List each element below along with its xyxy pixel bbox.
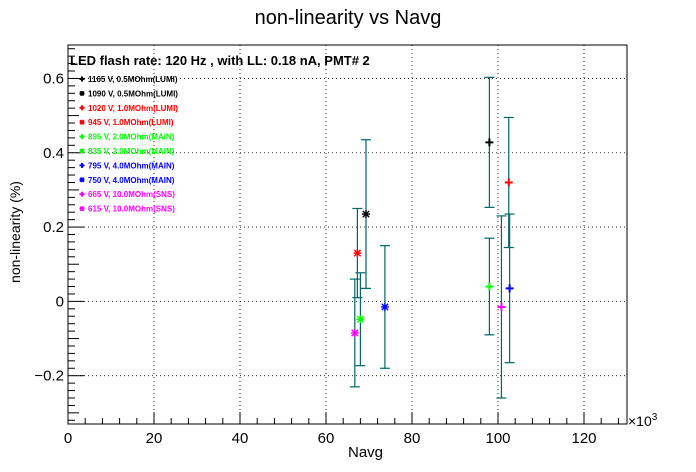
data-point — [484, 76, 495, 208]
legend-label: 895 V, 2.0MOhm(MAIN) — [88, 133, 175, 142]
data-point — [352, 207, 363, 299]
y-axis-label: non-linearity (%) — [7, 181, 23, 283]
axes: 0 20 40 60 80 100 120 −0.2 0 0.2 0.4 0.6 — [34, 44, 628, 447]
y-tick-label: −0.2 — [34, 368, 64, 385]
x-multiplier-exp: 3 — [652, 412, 658, 423]
legend-entry: 1020 V, 1.0MOhm(LUMI) — [79, 104, 178, 113]
marker-star-d2 — [353, 249, 362, 257]
legend-label: 750 V, 4.0MOhm(MAIN) — [88, 176, 175, 185]
legend-entry: 615 V, 10.0MOhm(SNS) — [79, 205, 175, 214]
chart-subtitle: LED flash rate: 120 Hz , with LL: 0.18 n… — [70, 53, 370, 68]
legend-entry: 1165 V, 0.5MOhm(LUMI) — [79, 75, 178, 84]
legend-entry: 795 V, 4.0MOhm(MAIN) — [79, 161, 175, 170]
x-tick-label: 120 — [571, 430, 596, 447]
data-point — [360, 139, 371, 289]
legend: 1165 V, 0.5MOhm(LUMI) 1090 V, 0.5MOhm(LUM… — [79, 75, 178, 214]
data-point — [379, 245, 390, 369]
y-tick-label: 0.2 — [43, 219, 64, 236]
data-points — [349, 76, 515, 399]
x-multiplier: ×103 — [628, 412, 658, 429]
legend-entry: 895 V, 2.0MOhm(MAIN) — [79, 133, 175, 142]
marker-star-d2 — [79, 148, 85, 154]
data-point — [484, 237, 495, 336]
data-point — [355, 272, 366, 367]
legend-label: 615 V, 10.0MOhm(SNS) — [88, 205, 175, 214]
legend-label: 1020 V, 1.0MOhm(LUMI) — [88, 104, 178, 113]
marker-star-d2 — [351, 329, 359, 337]
marker-star-d2 — [381, 303, 389, 311]
y-tick-label: 0.6 — [43, 70, 64, 87]
x-multiplier-base: ×10 — [628, 413, 652, 429]
marker-star-d2 — [362, 210, 370, 218]
x-tick-label: 80 — [404, 430, 421, 447]
x-tick-label: 100 — [485, 430, 510, 447]
x-tick-label: 20 — [146, 430, 163, 447]
data-point — [504, 213, 515, 364]
x-tick-label: 0 — [64, 430, 72, 447]
legend-entry: 750 V, 4.0MOhm(MAIN) — [79, 176, 175, 185]
x-tick-label: 40 — [232, 430, 249, 447]
legend-entry: 835 V, 2.0MOhm(MAIN) — [79, 147, 175, 156]
legend-label: 1165 V, 0.5MOhm(LUMI) — [88, 75, 178, 84]
chart-title: non-linearity vs Navg — [255, 7, 442, 29]
y-tick-label: 0 — [56, 293, 64, 310]
legend-label: 945 V, 1.0MOhm(LUMI) — [88, 118, 174, 127]
marker-star-d2 — [79, 206, 85, 212]
legend-label: 795 V, 4.0MOhm(MAIN) — [88, 161, 175, 170]
marker-star-d2 — [356, 315, 365, 323]
data-point — [349, 278, 360, 388]
data-point — [503, 116, 514, 249]
x-tick-label: 60 — [318, 430, 335, 447]
legend-label: 665 V, 10.0MOhm(SNS) — [88, 190, 175, 199]
legend-label: 835 V, 2.0MOhm(MAIN) — [88, 147, 175, 156]
marker-star-d2 — [79, 119, 85, 125]
legend-label: 1090 V, 0.5MOhm(LUMI) — [88, 89, 178, 98]
y-tick-label: 0.4 — [43, 145, 64, 162]
legend-entry: 665 V, 10.0MOhm(SNS) — [79, 190, 175, 199]
legend-entry: 945 V, 1.0MOhm(LUMI) — [79, 118, 174, 127]
marker-star-d2 — [79, 90, 85, 96]
data-point — [496, 215, 507, 399]
legend-entry: 1090 V, 0.5MOhm(LUMI) — [79, 89, 178, 98]
x-axis-label: Navg — [348, 444, 383, 461]
marker-star-d2 — [79, 177, 85, 183]
